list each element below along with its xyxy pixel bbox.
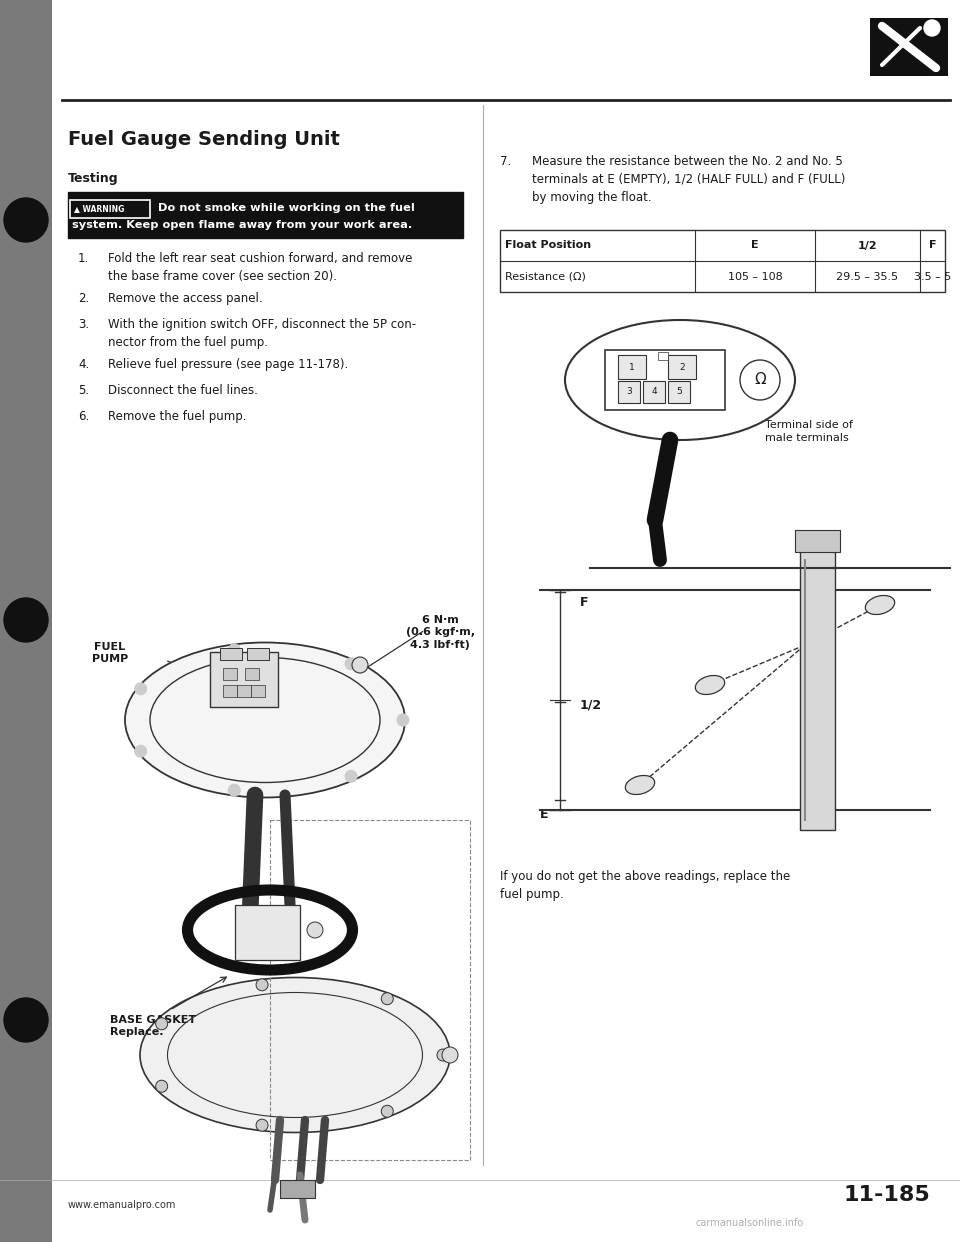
Text: If you do not get the above readings, replace the
fuel pump.: If you do not get the above readings, re… xyxy=(500,869,790,900)
Bar xyxy=(270,820,470,1160)
Text: carmanualsonline.info: carmanualsonline.info xyxy=(696,1218,804,1228)
Text: 11-185: 11-185 xyxy=(843,1185,930,1205)
Bar xyxy=(800,550,835,830)
Text: 1: 1 xyxy=(629,363,635,371)
Text: 6.: 6. xyxy=(78,410,89,424)
Bar xyxy=(500,230,945,292)
Text: Ω: Ω xyxy=(755,373,766,388)
Text: 3.5 – 5: 3.5 – 5 xyxy=(914,272,951,282)
Circle shape xyxy=(437,1049,449,1061)
Text: BASE GASKET
Replace.: BASE GASKET Replace. xyxy=(110,1015,196,1037)
Bar xyxy=(251,686,265,697)
Text: 2: 2 xyxy=(679,363,684,371)
Text: F: F xyxy=(928,241,936,251)
Text: www.emanualpro.com: www.emanualpro.com xyxy=(68,1200,177,1210)
Circle shape xyxy=(352,657,368,673)
Text: system. Keep open flame away from your work area.: system. Keep open flame away from your w… xyxy=(72,220,412,230)
Text: Remove the access panel.: Remove the access panel. xyxy=(108,292,263,306)
Bar xyxy=(245,668,259,681)
Bar xyxy=(870,17,948,76)
Circle shape xyxy=(381,1105,394,1118)
Text: FUEL
PUMP: FUEL PUMP xyxy=(92,642,128,664)
Text: 5.: 5. xyxy=(78,384,89,397)
Text: 105 – 108: 105 – 108 xyxy=(728,272,782,282)
Bar xyxy=(223,668,237,681)
Text: Relieve fuel pressure (see page 11-178).: Relieve fuel pressure (see page 11-178). xyxy=(108,358,348,371)
Text: 3: 3 xyxy=(626,388,632,396)
Bar xyxy=(223,686,237,697)
Ellipse shape xyxy=(140,977,450,1133)
Bar xyxy=(605,350,725,410)
Bar xyxy=(658,351,668,360)
Circle shape xyxy=(228,643,240,656)
Text: 4.: 4. xyxy=(78,358,89,371)
Bar xyxy=(618,381,640,402)
Circle shape xyxy=(345,658,357,669)
Bar xyxy=(668,355,696,379)
Bar xyxy=(70,200,150,219)
Text: E: E xyxy=(751,241,758,251)
Text: 2.: 2. xyxy=(78,292,89,306)
Text: Remove the fuel pump.: Remove the fuel pump. xyxy=(108,410,247,424)
Text: Fold the left rear seat cushion forward, and remove
the base frame cover (see se: Fold the left rear seat cushion forward,… xyxy=(108,252,413,283)
Bar xyxy=(0,0,52,1242)
Text: 4: 4 xyxy=(651,388,657,396)
Circle shape xyxy=(397,714,409,727)
Bar xyxy=(280,1180,315,1199)
Circle shape xyxy=(740,360,780,400)
Circle shape xyxy=(134,683,147,694)
Text: Do not smoke while working on the fuel: Do not smoke while working on the fuel xyxy=(154,202,415,212)
Circle shape xyxy=(156,1017,168,1030)
Text: Resistance (Ω): Resistance (Ω) xyxy=(505,272,586,282)
Text: Testing: Testing xyxy=(68,171,119,185)
Circle shape xyxy=(924,20,940,36)
Text: 1/2: 1/2 xyxy=(580,698,602,710)
Bar xyxy=(68,193,463,238)
Circle shape xyxy=(345,770,357,782)
Ellipse shape xyxy=(125,642,405,797)
Bar xyxy=(618,355,646,379)
Text: 1.: 1. xyxy=(78,252,89,265)
Text: F: F xyxy=(580,596,588,609)
Circle shape xyxy=(381,992,394,1005)
Circle shape xyxy=(307,922,323,938)
Text: Float Position: Float Position xyxy=(505,241,591,251)
Ellipse shape xyxy=(695,676,725,694)
Bar xyxy=(643,381,665,402)
Text: Measure the resistance between the No. 2 and No. 5
terminals at E (EMPTY), 1/2 (: Measure the resistance between the No. 2… xyxy=(532,155,846,204)
Bar xyxy=(235,905,300,960)
Text: ▲ WARNING: ▲ WARNING xyxy=(74,205,125,214)
Bar xyxy=(237,686,251,697)
Ellipse shape xyxy=(565,320,795,440)
Ellipse shape xyxy=(865,595,895,615)
Bar xyxy=(795,530,840,551)
Text: Terminal side of
male terminals: Terminal side of male terminals xyxy=(765,420,852,443)
Text: 3.: 3. xyxy=(78,318,89,332)
Bar xyxy=(247,648,269,660)
Text: E: E xyxy=(540,809,548,821)
Circle shape xyxy=(134,745,147,758)
Bar xyxy=(220,648,242,660)
Circle shape xyxy=(228,784,240,796)
Text: 6 N·m
(0.6 kgf·m,
4.3 lbf·ft): 6 N·m (0.6 kgf·m, 4.3 lbf·ft) xyxy=(405,615,474,650)
Circle shape xyxy=(442,1047,458,1063)
Bar xyxy=(668,381,690,402)
Text: 5: 5 xyxy=(676,388,682,396)
Text: Disconnect the fuel lines.: Disconnect the fuel lines. xyxy=(108,384,258,397)
Bar xyxy=(210,652,278,707)
Ellipse shape xyxy=(625,775,655,795)
Circle shape xyxy=(4,999,48,1042)
Circle shape xyxy=(4,197,48,242)
Text: 29.5 – 35.5: 29.5 – 35.5 xyxy=(836,272,899,282)
Circle shape xyxy=(4,597,48,642)
Text: 1/2: 1/2 xyxy=(857,241,877,251)
Circle shape xyxy=(256,979,268,991)
Circle shape xyxy=(156,1081,168,1092)
Circle shape xyxy=(256,1119,268,1131)
Text: 7.: 7. xyxy=(500,155,512,168)
Text: Fuel Gauge Sending Unit: Fuel Gauge Sending Unit xyxy=(68,130,340,149)
Text: With the ignition switch OFF, disconnect the 5P con-
nector from the fuel pump.: With the ignition switch OFF, disconnect… xyxy=(108,318,416,349)
